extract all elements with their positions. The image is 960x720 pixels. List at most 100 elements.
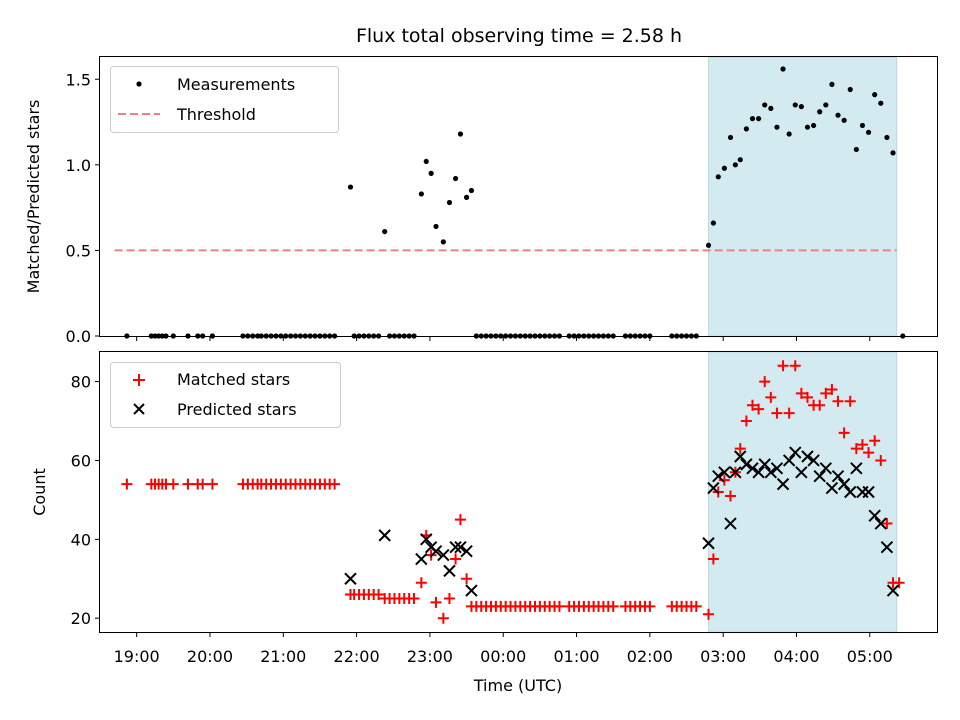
measurement-point (705, 242, 712, 248)
measurement-point (810, 122, 817, 129)
measurement-point (890, 150, 896, 156)
predicted-stars-point (449, 541, 462, 554)
matched-stars-point (838, 427, 850, 439)
legend-predicted-marker (133, 403, 145, 415)
x-axis-label: Time (UTC) (473, 676, 562, 695)
predicted-stars-point (454, 541, 467, 554)
measurement-point (440, 239, 446, 245)
predicted-stars-point (443, 564, 456, 578)
measurement-point (452, 175, 459, 182)
matched-stars-point (121, 478, 133, 490)
measurement-point (715, 174, 721, 180)
bottom-y-axis-label: Count (30, 468, 49, 516)
measurement-point (884, 134, 890, 141)
measurement-point (865, 129, 872, 135)
legend-matched-marker (133, 374, 145, 386)
top-legend-box (110, 66, 339, 133)
bottom-y-tick-label: 60 (71, 451, 91, 470)
predicted-stars-point (819, 462, 833, 475)
bottom-highlight-region (708, 351, 898, 633)
matched-stars-point (718, 474, 730, 486)
matched-stars-point (553, 600, 565, 612)
measurement-point (457, 131, 464, 137)
matched-stars-point (893, 577, 905, 589)
x-tick-label: 22:00 (334, 647, 380, 666)
predicted-stars-point (460, 544, 473, 558)
top-legend: Measurements Threshold (110, 66, 339, 133)
matched-stars-point (850, 443, 862, 455)
predicted-stars-point (770, 462, 784, 475)
measurement-point (859, 122, 866, 129)
measurement-point (841, 117, 847, 123)
predicted-stars-point (429, 544, 443, 558)
measurement-point (428, 170, 434, 176)
matched-stars-point (430, 596, 442, 608)
matched-stars-point (607, 600, 619, 612)
measurement-point (423, 158, 429, 165)
bottom-legend: Matched stars Predicted stars (110, 362, 341, 428)
predicted-stars-point (831, 470, 845, 483)
predicted-stars-point (420, 533, 433, 546)
matched-stars-point (777, 360, 789, 372)
measurement-point (737, 157, 743, 163)
measurement-point (762, 102, 768, 108)
predicted-stars-point (344, 572, 357, 585)
predicted-stars-point (712, 470, 725, 483)
measurement-point (823, 102, 829, 108)
matched-stars-point (863, 447, 875, 459)
matched-stars-point (856, 439, 868, 451)
predicted-stars-point (702, 537, 715, 550)
matched-stars-point (881, 518, 893, 530)
matched-stars-point (461, 573, 473, 585)
predicted-stars-point (724, 517, 737, 530)
matched-stars-point (690, 600, 702, 612)
measurement-point (727, 134, 734, 141)
matched-stars-point (443, 592, 455, 604)
measurement-point (743, 126, 749, 132)
predicted-stars-point (758, 458, 771, 471)
measurement-point (749, 116, 756, 122)
matched-stars-point (167, 478, 179, 490)
predicted-stars-point (807, 454, 820, 467)
legend-predicted-label: Predicted stars (177, 400, 297, 419)
x-tick-label: 20:00 (187, 647, 233, 666)
measurement-point (872, 92, 878, 98)
bottom-plot-frame (99, 351, 938, 633)
measurement-point (804, 124, 811, 130)
matched-stars-point (826, 383, 838, 395)
measurement-point (433, 223, 439, 230)
measurement-point (786, 131, 792, 137)
matched-stars-point (795, 387, 807, 399)
predicted-stars-point (415, 552, 428, 566)
matched-stars-point (703, 608, 715, 620)
matched-stars-point (734, 443, 746, 455)
predicted-stars-point (734, 450, 747, 463)
predicted-stars-point (465, 584, 478, 597)
top-y-tick-label: 1.0 (66, 156, 91, 175)
x-tick-label: 21:00 (260, 647, 306, 666)
top-y-tick-label: 0.5 (66, 241, 91, 260)
predicted-stars-point (813, 470, 826, 483)
predicted-stars-point (707, 481, 720, 495)
bottom-y-tick-label: 80 (71, 373, 91, 392)
predicted-stars-point (825, 481, 839, 495)
x-tick-label: 23:00 (407, 647, 453, 666)
top-plot-frame (99, 56, 938, 337)
measurement-point (817, 109, 823, 115)
matched-stars-point (206, 478, 218, 490)
matched-stars-point (437, 612, 449, 624)
predicted-stars-point (437, 548, 450, 562)
bottom-axis: 20 40 60 80 19:00 20:00 21:00 22:00 23:00 00:00 01… (71, 373, 893, 666)
measurement-point (418, 191, 424, 197)
matched-stars-point (844, 395, 856, 407)
x-tick-label: 01:00 (553, 647, 599, 666)
predicted-stars-point (782, 454, 796, 467)
measurement-point (463, 194, 470, 200)
predicted-stars-point (874, 517, 888, 530)
predicted-stars-point (378, 529, 391, 542)
matched-stars-point (759, 376, 771, 388)
matched-stars-point (814, 399, 826, 411)
top-y-tick-label: 0.0 (66, 327, 91, 346)
x-tick-label: 02:00 (627, 647, 673, 666)
